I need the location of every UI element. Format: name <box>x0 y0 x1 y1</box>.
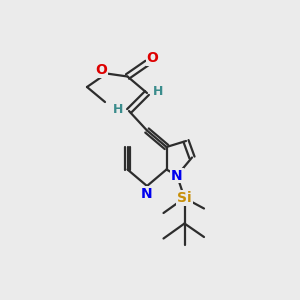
Text: O: O <box>146 52 158 65</box>
Text: H: H <box>153 85 164 98</box>
Text: O: O <box>95 64 107 77</box>
Text: H: H <box>113 103 124 116</box>
Text: Si: Si <box>177 191 192 205</box>
Text: N: N <box>141 187 153 200</box>
Text: N: N <box>171 169 183 182</box>
